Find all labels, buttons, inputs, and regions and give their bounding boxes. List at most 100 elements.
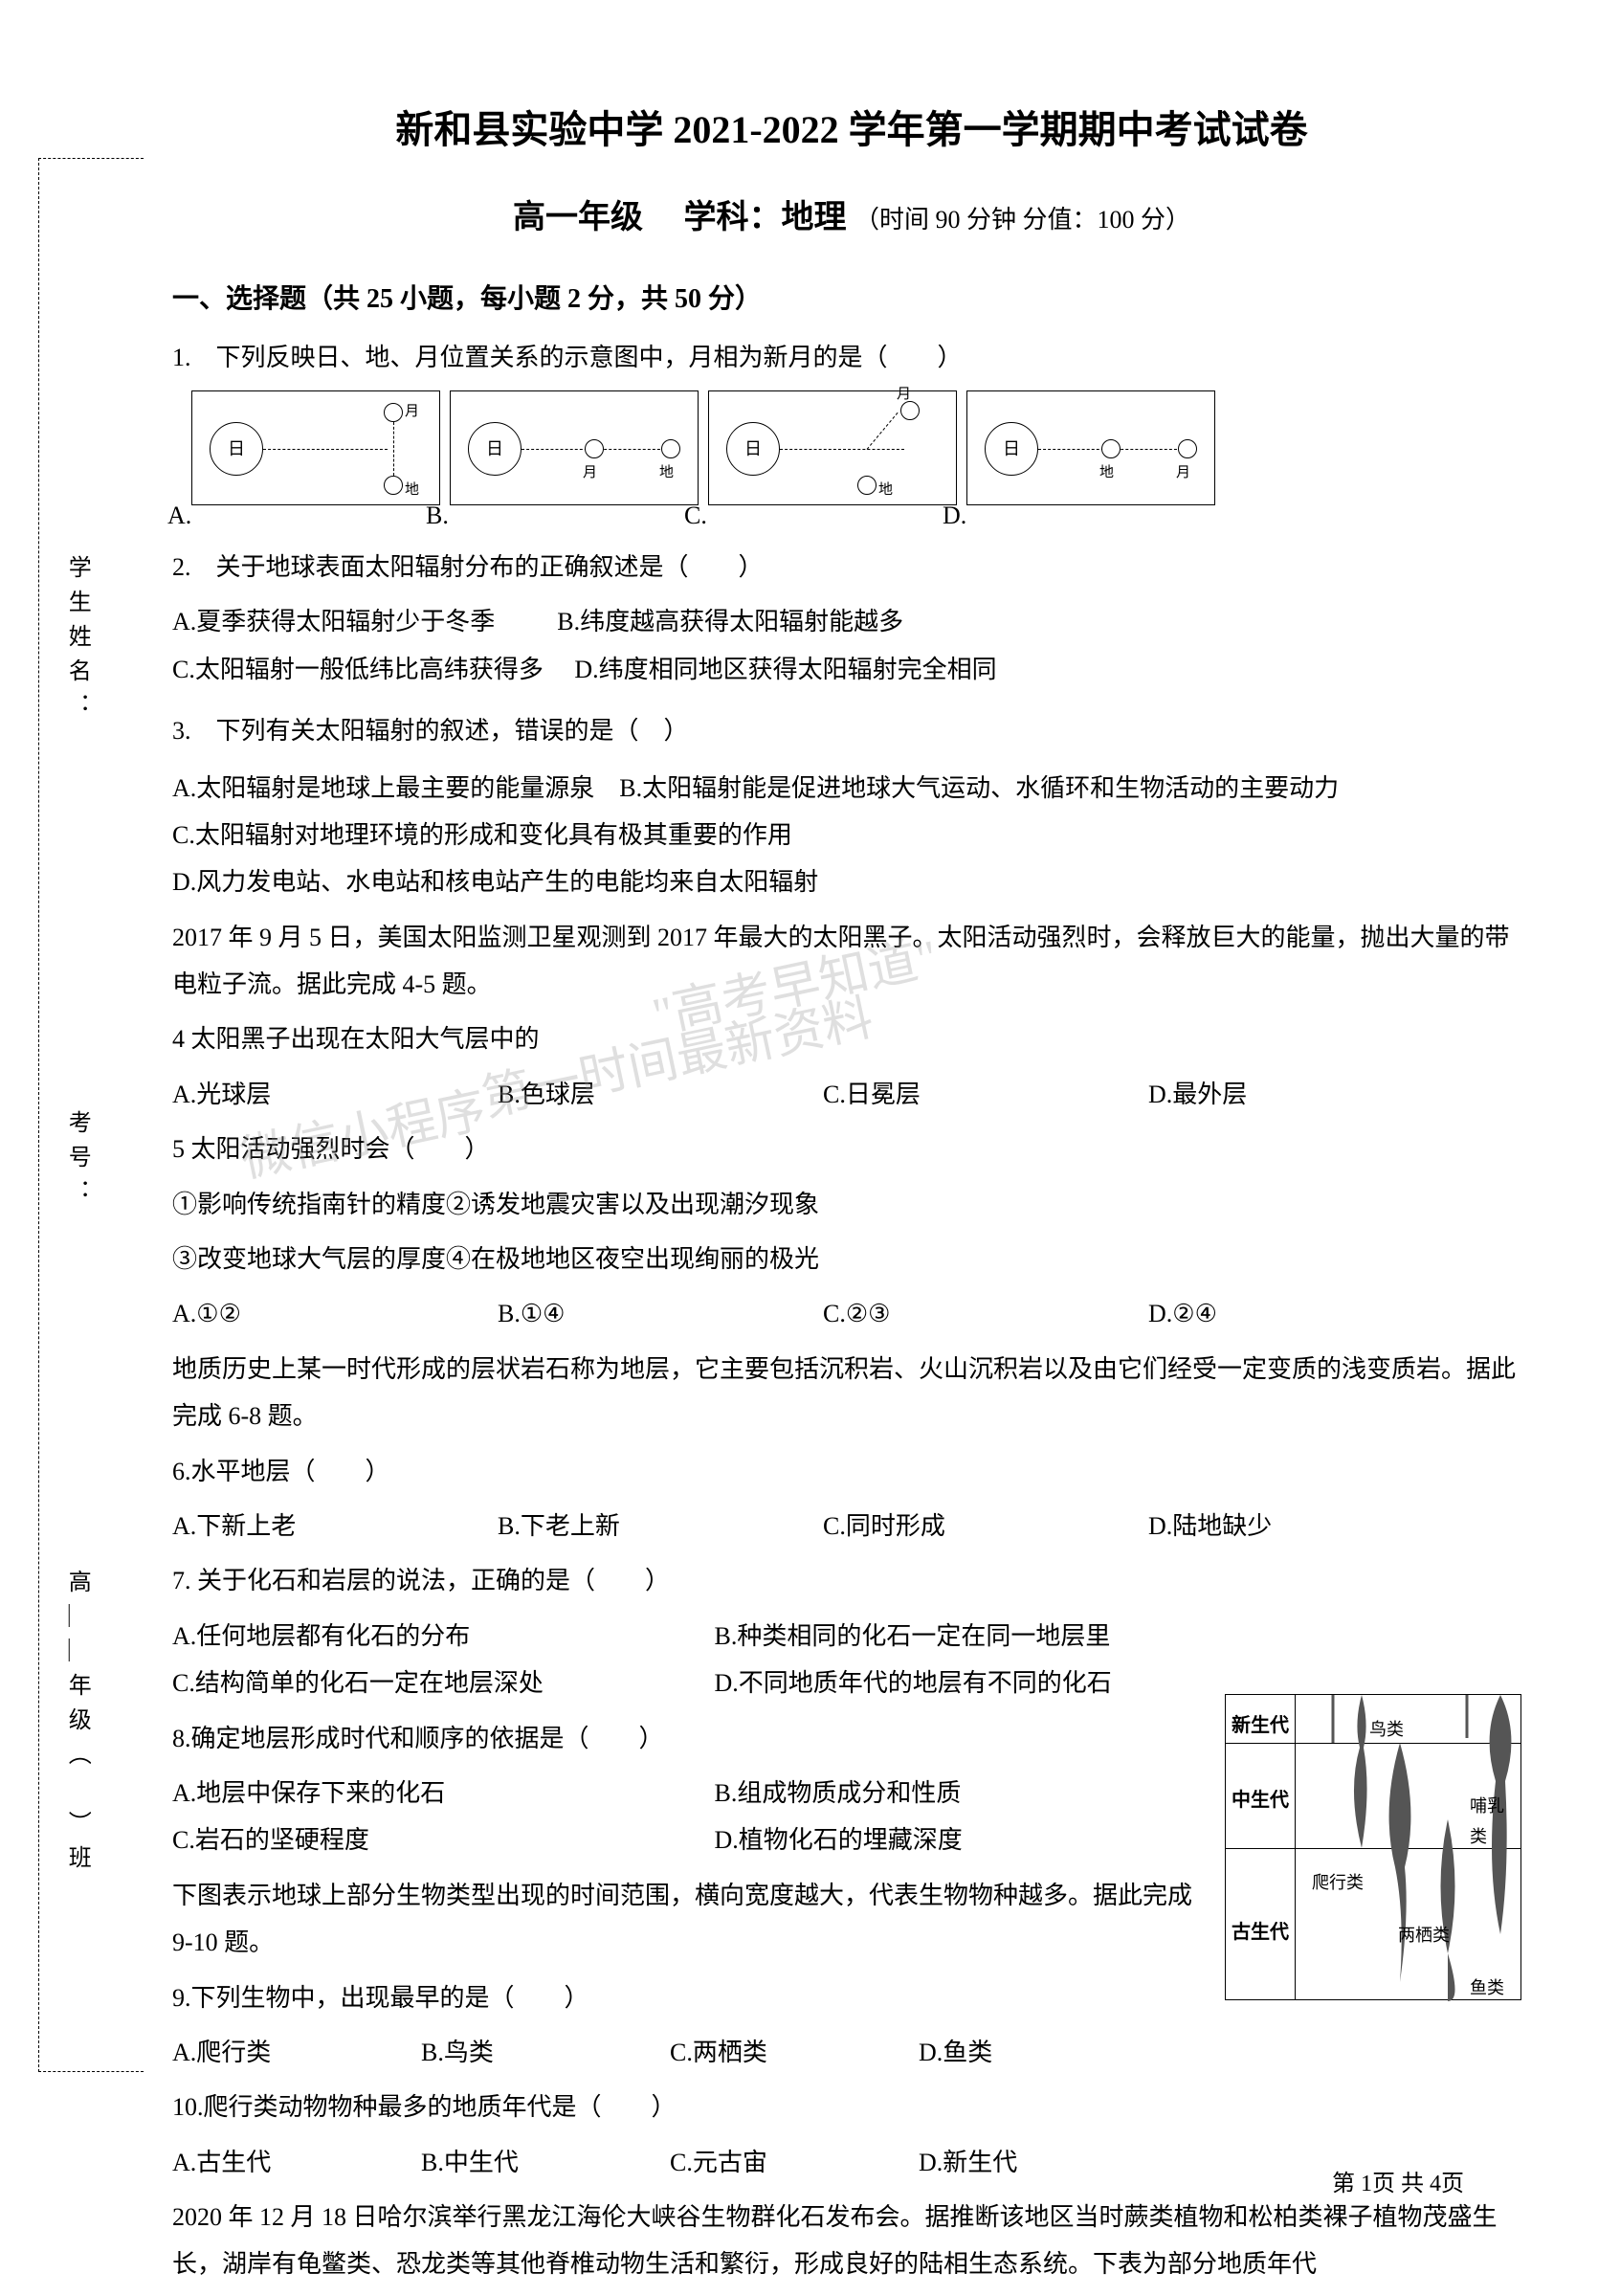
question-7: 7. 关于化石和岩层的说法，正确的是（ ） xyxy=(172,1557,1531,1604)
exam-subtitle: 高一年级 学科：地理 （时间 90 分钟 分值：100 分） xyxy=(172,189,1531,247)
subject-name: 地理 xyxy=(781,200,846,235)
bio-fish: 鱼类 xyxy=(1470,1973,1504,2003)
q9-options: A.爬行类 B.鸟类 C.两栖类 D.鱼类 xyxy=(172,2029,1177,2076)
passage-6-8: 地质历史上某一时代形成的层状岩石称为地层，它主要包括沉积岩、火山沉积岩以及由它们… xyxy=(172,1346,1531,1440)
sun-icon: 日 xyxy=(210,422,263,476)
q4-a: A.光球层 xyxy=(172,1071,498,1118)
era-xin: 新生代 xyxy=(1232,1708,1289,1743)
bio-amphibian: 两栖类 xyxy=(1398,1920,1450,1950)
section-1-header: 一、选择题（共 25 小题，每小题 2 分，共 50 分） xyxy=(172,276,1531,323)
sun-icon: 日 xyxy=(468,422,522,476)
q10-c: C.元古宙 xyxy=(670,2139,919,2186)
margin-grade-class: 高＿＿年级（ ）班 xyxy=(55,1570,97,1880)
q1-diagrams: A. 日 月 地 B. 日 月 地 C. xyxy=(191,390,1531,505)
q4-c: C.日冕层 xyxy=(823,1071,1148,1118)
q5-d: D.②④ xyxy=(1148,1290,1474,1337)
earth-icon xyxy=(857,476,877,495)
q8-a: A.地层中保存下来的化石 xyxy=(172,1770,708,1817)
diagram-a: 日 月 地 xyxy=(191,390,440,505)
moon-icon xyxy=(1178,439,1197,458)
earth-icon xyxy=(661,439,680,458)
opt-c-label: C. xyxy=(684,494,707,539)
q6-a: A.下新上老 xyxy=(172,1503,498,1549)
q3-b: B.太阳辐射能是促进地球大气运动、水循环和生物活动的主要动力 xyxy=(619,774,1339,802)
dash-line xyxy=(263,449,388,450)
q9-c: C.两栖类 xyxy=(670,2029,919,2076)
q5-line2: ③改变地球大气层的厚度④在极地地区夜空出现绚丽的极光 xyxy=(172,1236,1531,1282)
q7-d: D.不同地质年代的地层有不同的化石 xyxy=(715,1669,1112,1697)
question-4: 4 太阳黑子出现在太阳大气层中的 xyxy=(172,1015,1531,1062)
passage-end: 2020 年 12 月 18 日哈尔滨举行黑龙江海伦大峡谷生物群化石发布会。据推… xyxy=(172,2194,1531,2288)
earth-icon xyxy=(384,476,403,495)
q9-d: D.鱼类 xyxy=(919,2029,1167,2076)
margin-student-name: 学生姓名： xyxy=(55,555,97,727)
q3-options: A.太阳辐射是地球上最主要的能量源泉 B.太阳辐射能是促进地球大气运动、水循环和… xyxy=(172,765,1531,906)
moon-icon xyxy=(585,439,604,458)
geological-era-chart: 新生代 中生代 古生代 鸟类 哺乳类 爬行类 两栖类 鱼类 xyxy=(1225,1694,1521,2000)
q7-c: C.结构简单的化石一定在地层深处 xyxy=(172,1660,708,1706)
question-2: 2. 关于地球表面太阳辐射分布的正确叙述是（ ） xyxy=(172,544,1531,591)
q6-options: A.下新上老 B.下老上新 C.同时形成 D.陆地缺少 xyxy=(172,1503,1531,1549)
q8-d: D.植物化石的埋藏深度 xyxy=(715,1826,963,1854)
q7-options: A.任何地层都有化石的分布 B.种类相同的化石一定在同一地层里 C.结构简单的化… xyxy=(172,1613,1531,1707)
q10-d: D.新生代 xyxy=(919,2139,1167,2186)
q5-b: B.①④ xyxy=(498,1290,823,1337)
q6-b: B.下老上新 xyxy=(498,1503,823,1549)
q8-b: B.组成物质成分和性质 xyxy=(715,1779,962,1807)
sun-icon: 日 xyxy=(726,422,780,476)
question-10: 10.爬行类动物物种最多的地质年代是（ ） xyxy=(172,2084,1531,2130)
question-1: 1. 下列反映日、地、月位置关系的示意图中，月相为新月的是（ ） xyxy=(172,334,1531,381)
passage-9-10: 下图表示地球上部分生物类型出现的时间范围，横向宽度越大，代表生物物种越多。据此完… xyxy=(172,1872,1215,1967)
diagram-c: 日 月 地 xyxy=(708,390,957,505)
q4-options: A.光球层 B.色球层 C.日冕层 D.最外层 xyxy=(172,1071,1531,1118)
q9-a: A.爬行类 xyxy=(172,2029,421,2076)
q2-b: B.纬度越高获得太阳辐射能越多 xyxy=(557,608,903,635)
earth-icon xyxy=(1101,439,1121,458)
passage-4-5: 2017 年 9 月 5 日，美国太阳监测卫星观测到 2017 年最大的太阳黑子… xyxy=(172,914,1531,1009)
q7-a: A.任何地层都有化石的分布 xyxy=(172,1613,708,1660)
exam-title: 新和县实验中学 2021-2022 学年第一学期期中考试试卷 xyxy=(172,96,1531,165)
q2-d: D.纬度相同地区获得太阳辐射完全相同 xyxy=(574,656,996,683)
q5-options: A.①② B.①④ C.②③ D.②④ xyxy=(172,1290,1531,1337)
q8-c: C.岩石的坚硬程度 xyxy=(172,1817,708,1863)
sun-icon: 日 xyxy=(985,422,1038,476)
margin-exam-number: 考号： xyxy=(55,1110,97,1214)
q9-b: B.鸟类 xyxy=(421,2029,670,2076)
q3-c: C.太阳辐射对地理环境的形成和变化具有极其重要的作用 xyxy=(172,821,792,849)
question-3: 3. 下列有关太阳辐射的叙述，错误的是（ ） xyxy=(172,707,1531,754)
era-gu: 古生代 xyxy=(1232,1915,1289,1950)
q10-b: B.中生代 xyxy=(421,2139,670,2186)
subject-prefix: 学科： xyxy=(683,200,781,235)
q6-c: C.同时形成 xyxy=(823,1503,1148,1549)
q4-b: B.色球层 xyxy=(498,1071,823,1118)
q3-d: D.风力发电站、水电站和核电站产生的电能均来自太阳辐射 xyxy=(172,868,818,896)
q7-b: B.种类相同的化石一定在同一地层里 xyxy=(715,1622,1111,1650)
diagram-b: 日 月 地 xyxy=(450,390,699,505)
opt-d-label: D. xyxy=(943,494,966,539)
bio-bird: 鸟类 xyxy=(1369,1714,1404,1745)
q5-line1: ①影响传统指南针的精度②诱发地震灾害以及出现潮汐现象 xyxy=(172,1181,1531,1228)
era-zhong: 中生代 xyxy=(1232,1783,1289,1817)
page-footer: 第 1页 共 4页 xyxy=(1332,2164,1464,2205)
q4-d: D.最外层 xyxy=(1148,1071,1474,1118)
q6-d: D.陆地缺少 xyxy=(1148,1503,1474,1549)
dash-line xyxy=(780,449,904,450)
diagram-d: 日 地 月 xyxy=(966,390,1215,505)
bio-mammal: 哺乳类 xyxy=(1470,1791,1520,1853)
grade-label: 高一年级 xyxy=(513,200,643,235)
q10-options: A.古生代 B.中生代 C.元古宙 D.新生代 xyxy=(172,2139,1177,2186)
q3-a: A.太阳辐射是地球上最主要的能量源泉 xyxy=(172,774,594,802)
q5-a: A.①② xyxy=(172,1290,498,1337)
question-6: 6.水平地层（ ） xyxy=(172,1448,1531,1495)
exam-duration: （时间 90 分钟 分值：100 分） xyxy=(854,206,1190,234)
opt-b-label: B. xyxy=(426,494,449,539)
q2-c: C.太阳辐射一般低纬比高纬获得多 xyxy=(172,656,544,683)
q10-a: A.古生代 xyxy=(172,2139,421,2186)
moon-icon xyxy=(384,403,403,422)
q2-a: A.夏季获得太阳辐射少于冬季 xyxy=(172,608,495,635)
q2-options: A.夏季获得太阳辐射少于冬季 B.纬度越高获得太阳辐射能越多 C.太阳辐射一般低… xyxy=(172,598,1531,693)
bio-reptile: 爬行类 xyxy=(1312,1867,1364,1898)
question-5: 5 太阳活动强烈时会（ ） xyxy=(172,1126,1531,1172)
opt-a-label: A. xyxy=(167,494,191,539)
q5-c: C.②③ xyxy=(823,1290,1148,1337)
